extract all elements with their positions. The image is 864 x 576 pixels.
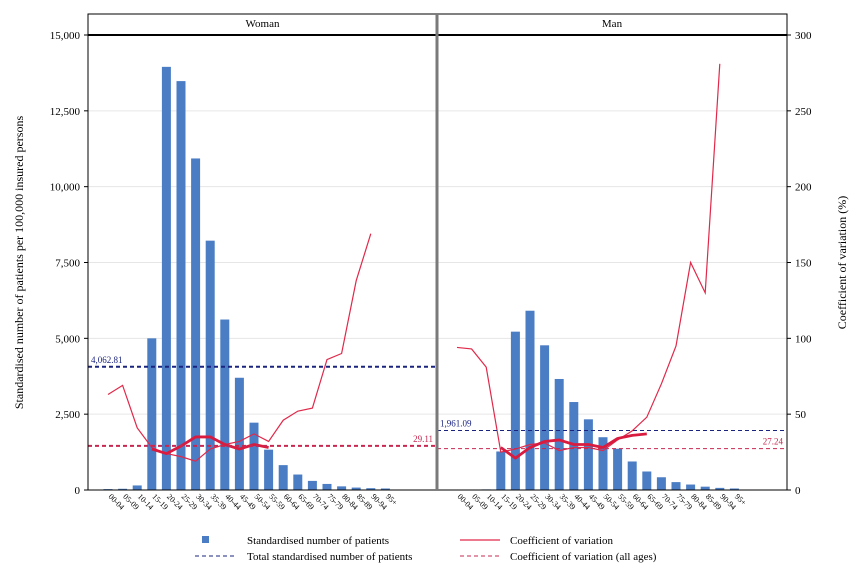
bar-woman-85-89: [351, 487, 361, 490]
total-label-man: 1,961.09: [440, 419, 472, 429]
cv-line-man: [456, 63, 721, 453]
bar-woman-20-24: [161, 66, 171, 490]
panel-title-woman: Woman: [246, 18, 280, 30]
bar-man-75-79: [671, 482, 681, 490]
bar-man-95+: [729, 488, 739, 490]
bar-woman-15-19: [147, 338, 157, 490]
bar-woman-90-94: [366, 488, 376, 490]
bar-woman-60-64: [278, 465, 288, 490]
bar-man-45-49: [583, 419, 593, 490]
ytick-right-2: 100: [795, 333, 812, 345]
cv-line-woman: [107, 233, 372, 462]
bar-woman-95+: [380, 488, 390, 490]
bar-man-15-19: [496, 451, 506, 490]
bar-man-70-74: [656, 477, 666, 490]
ytick-right-4: 200: [795, 182, 812, 194]
ytick-left-5: 12,500: [50, 106, 81, 118]
bar-man-60-64: [627, 461, 637, 490]
bar-man-85-89: [700, 486, 710, 490]
ytick-left-6: 15,000: [50, 30, 81, 42]
legend-label-bars: Standardised number of patients: [247, 535, 389, 547]
bar-woman-45-49: [234, 377, 244, 490]
bar-woman-25-29: [176, 81, 186, 491]
cv-all-label-woman: 29.11: [413, 434, 433, 444]
bar-man-25-29: [525, 310, 535, 490]
bar-woman-75-79: [322, 483, 332, 490]
bar-man-40-44: [569, 402, 579, 490]
bar-man-80-84: [686, 484, 696, 490]
bar-woman-70-74: [307, 480, 317, 490]
ytick-left-1: 2,500: [55, 409, 80, 421]
ytick-right-1: 50: [795, 409, 807, 421]
legend-swatch-bars: [202, 536, 209, 543]
panel-title-man: Man: [602, 18, 623, 30]
ytick-left-0: 0: [75, 485, 81, 497]
bar-woman-30-34: [191, 158, 201, 490]
bar-man-20-24: [510, 331, 520, 490]
total-label-woman: 4,062.81: [91, 355, 123, 365]
bar-man-30-34: [540, 345, 550, 490]
legend-label-cv-all: Coefficient of variation (all ages): [510, 551, 657, 563]
bar-man-50-54: [598, 437, 608, 490]
cv-all-label-man: 27.24: [763, 437, 784, 447]
bar-woman-05-09: [118, 488, 128, 490]
bar-man-65-69: [642, 471, 652, 490]
bar-man-35-39: [554, 378, 564, 490]
ytick-right-3: 150: [795, 258, 812, 270]
bar-woman-40-44: [220, 319, 230, 490]
bar-woman-80-84: [337, 486, 347, 490]
ytick-left-3: 7,500: [55, 258, 80, 270]
ytick-left-4: 10,000: [50, 182, 81, 194]
ytick-right-6: 300: [795, 30, 812, 42]
legend-label-cv: Coefficient of variation: [510, 535, 614, 547]
bar-woman-50-54: [249, 422, 259, 490]
bar-woman-55-59: [264, 449, 274, 490]
bar-woman-65-69: [293, 474, 303, 490]
ytick-right-0: 0: [795, 485, 801, 497]
bar-man-55-59: [613, 448, 623, 490]
cv-bold-line-man: [499, 432, 647, 460]
legend-label-total: Total standardised number of patients: [247, 551, 412, 563]
ytick-right-5: 250: [795, 106, 812, 118]
bar-woman-10-14: [132, 485, 142, 490]
ytick-left-2: 5,000: [55, 333, 80, 345]
bar-woman-35-39: [205, 240, 215, 490]
bar-man-90-94: [715, 487, 725, 490]
y-axis-label-left: Standardised number of patients per 100,…: [12, 116, 26, 410]
y-axis-label-right: Coefficient of variation (%): [835, 196, 849, 329]
